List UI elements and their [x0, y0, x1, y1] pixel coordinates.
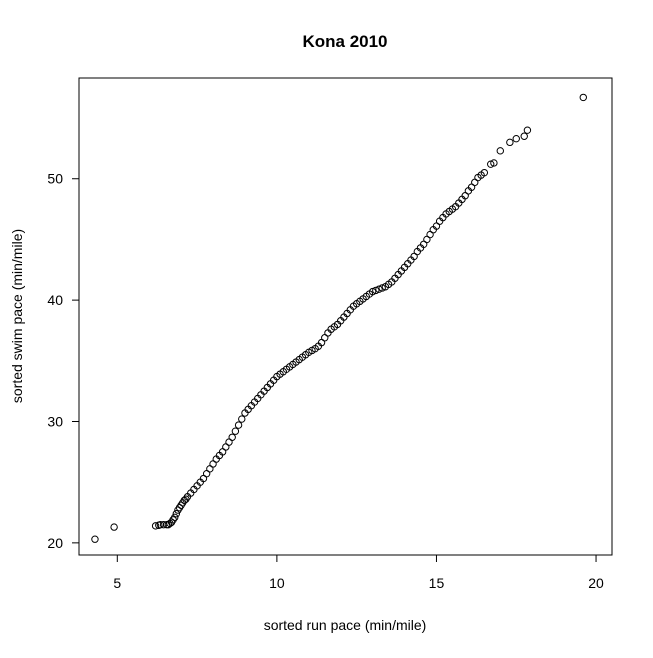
x-tick-label: 5 — [113, 575, 121, 591]
data-point — [378, 284, 386, 292]
y-tick-label: 40 — [47, 292, 63, 308]
x-tick-label: 10 — [269, 575, 285, 591]
y-axis-label: sorted swim pace (min/mile) — [9, 229, 25, 403]
x-axis: 5 10 15 20 — [113, 554, 604, 591]
data-point — [375, 285, 383, 293]
data-point — [91, 535, 99, 543]
data-point — [506, 138, 514, 147]
data-point — [231, 427, 240, 435]
data-point — [496, 147, 504, 155]
x-tick-label: 15 — [429, 575, 445, 591]
data-point — [520, 132, 528, 140]
data-point — [523, 126, 532, 134]
data-point — [238, 415, 246, 423]
y-tick-label: 50 — [47, 171, 63, 187]
data-point — [172, 510, 181, 518]
data-point — [171, 513, 179, 522]
data-point — [512, 134, 520, 143]
data-point — [228, 433, 236, 441]
data-point — [487, 160, 495, 168]
data-point — [368, 287, 377, 296]
data-points — [91, 93, 587, 543]
data-point — [579, 93, 587, 102]
data-point — [480, 168, 489, 177]
data-point — [110, 523, 118, 531]
data-point — [372, 286, 380, 295]
data-point — [151, 522, 160, 530]
data-point — [490, 159, 498, 167]
y-axis: 20 30 40 50 — [47, 171, 80, 551]
x-axis-label: sorted run pace (min/mile) — [264, 617, 427, 633]
data-point — [234, 421, 243, 429]
x-tick-label: 20 — [588, 575, 604, 591]
y-tick-label: 30 — [47, 413, 63, 429]
chart-title: Kona 2010 — [302, 32, 387, 51]
y-tick-label: 20 — [47, 535, 63, 551]
